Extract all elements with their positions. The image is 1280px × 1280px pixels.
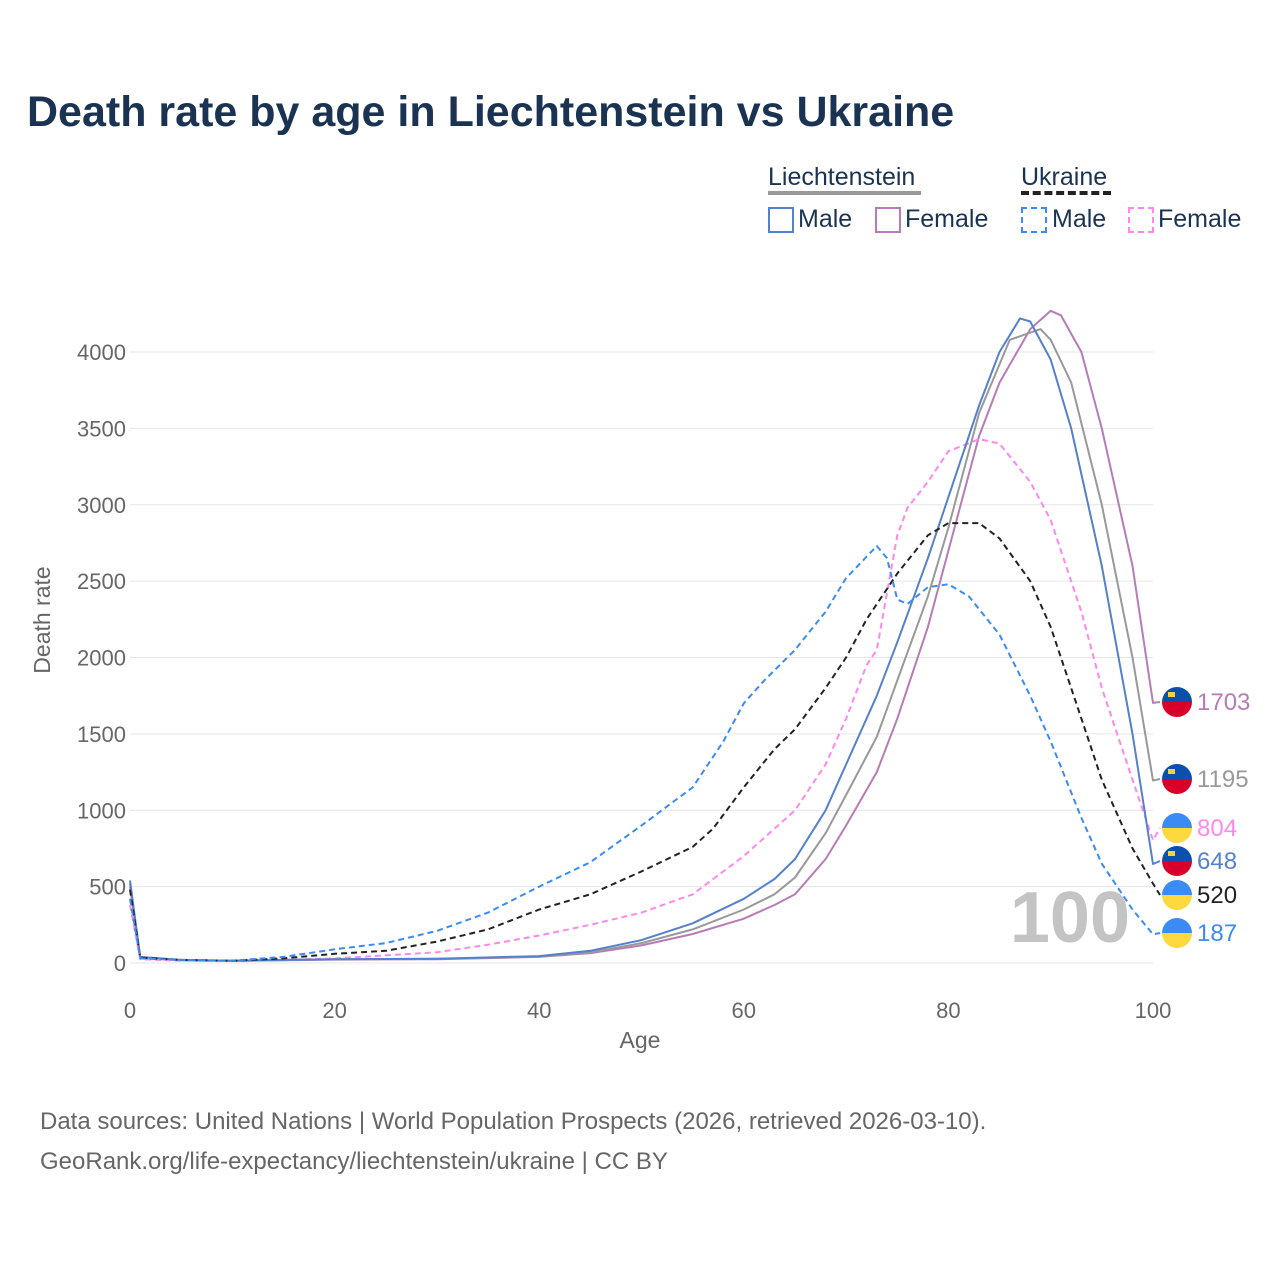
source-text: Data sources: United Nations | World Pop… <box>40 1108 987 1135</box>
y-axis-label: Death rate <box>29 566 55 673</box>
liechtenstein-flag-icon <box>1162 764 1192 794</box>
liechtenstein-flag-icon <box>1162 846 1192 876</box>
end-value-label: 1703 <box>1197 689 1250 716</box>
series-line-liechtenstein-female[interactable] <box>129 309 1161 962</box>
legend-ua-female-label[interactable]: Female <box>1158 205 1242 233</box>
y-tick-label: 3000 <box>77 493 126 518</box>
ukraine-flag-icon <box>1162 918 1192 948</box>
legend-ua-male-swatch[interactable] <box>1021 207 1047 233</box>
end-value-label: 1195 <box>1197 766 1249 793</box>
end-value-label: 187 <box>1197 920 1237 947</box>
x-tick-label: 0 <box>124 998 136 1023</box>
legend-liechtenstein-line <box>768 191 921 195</box>
y-tick-label: 1500 <box>77 722 126 747</box>
age-watermark: 100 <box>1010 878 1130 958</box>
series-line-ukraine[interactable] <box>129 522 1161 962</box>
x-tick-label: 100 <box>1135 998 1172 1023</box>
x-axis-label: Age <box>620 1027 661 1053</box>
series-line-liechtenstein-male[interactable] <box>129 317 1161 962</box>
chart-title: Death rate by age in Liechtenstein vs Uk… <box>27 88 955 136</box>
legend-ua-male-label[interactable]: Male <box>1052 205 1107 233</box>
legend-li-male-swatch[interactable] <box>768 207 794 233</box>
legend-ua-female-swatch[interactable] <box>1128 207 1154 233</box>
end-value-label: 804 <box>1197 815 1237 842</box>
ukraine-flag-icon <box>1162 880 1192 910</box>
end-value-label: 520 <box>1197 882 1237 909</box>
y-tick-label: 0 <box>114 951 126 976</box>
legend-group-liechtenstein: Liechtenstein <box>768 163 916 191</box>
y-tick-label: 3500 <box>77 416 126 441</box>
series-line-ukraine-female[interactable] <box>129 438 1161 963</box>
legend-li-female-swatch[interactable] <box>875 207 901 233</box>
legend-li-male-label[interactable]: Male <box>798 205 853 233</box>
x-tick-label: 20 <box>322 998 346 1023</box>
legend-ukraine-line <box>1021 191 1111 195</box>
y-tick-label: 2500 <box>77 569 126 594</box>
x-tick-label: 40 <box>527 998 551 1023</box>
ukraine-flag-icon <box>1162 813 1192 843</box>
y-tick-label: 4000 <box>77 340 126 365</box>
end-value-label: 648 <box>1197 848 1237 875</box>
liechtenstein-flag-icon <box>1162 687 1192 717</box>
y-tick-label: 500 <box>89 875 126 900</box>
legend-li-female-label[interactable]: Female <box>905 205 989 233</box>
y-tick-label: 1000 <box>77 798 126 823</box>
legend-group-ukraine: Ukraine <box>1021 163 1108 191</box>
y-tick-label: 2000 <box>77 646 126 671</box>
source-link[interactable]: GeoRank.org/life-expectancy/liechtenstei… <box>40 1148 668 1175</box>
x-tick-label: 80 <box>936 998 960 1023</box>
series-line-ukraine-male[interactable] <box>129 545 1161 962</box>
x-tick-label: 60 <box>732 998 756 1023</box>
